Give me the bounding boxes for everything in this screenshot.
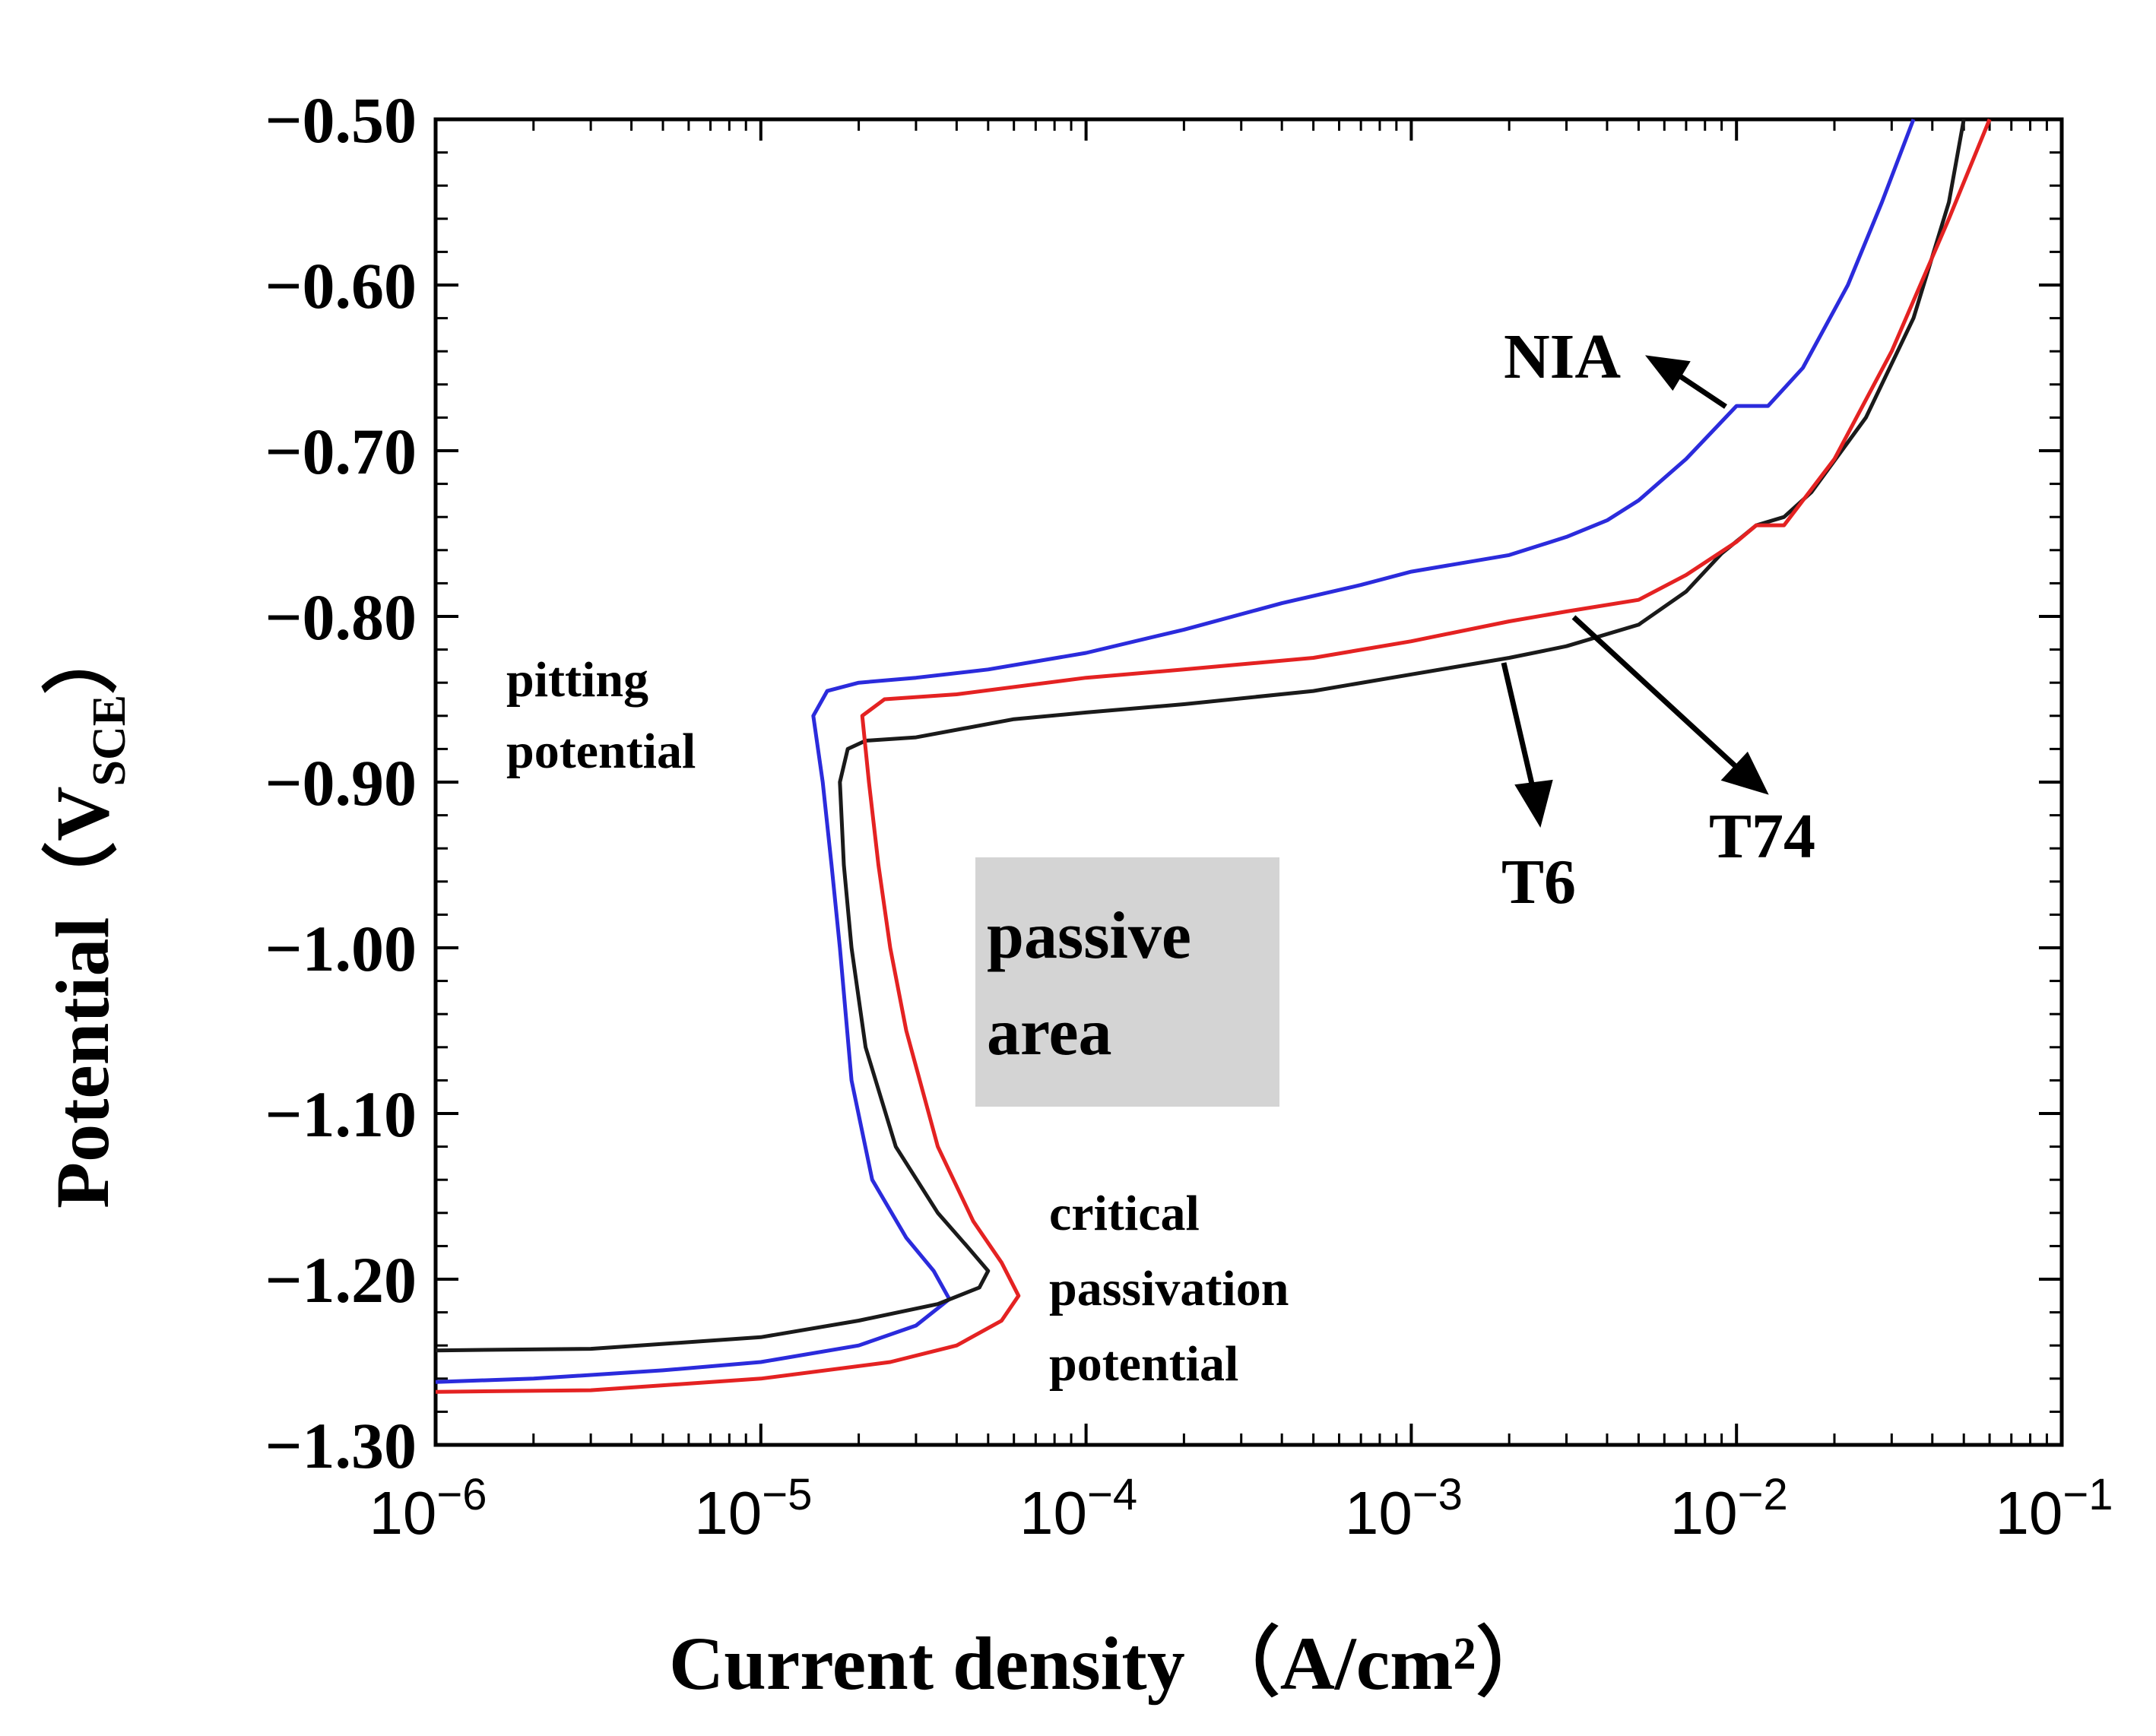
y-tick-labels: −0.50 −0.60 −0.70 −0.80 −0.90 −1.00 −1.10 −1.20… bbox=[265, 84, 417, 1482]
x-tick-exponent: −1 bbox=[2062, 1470, 2113, 1519]
y-tick-label: −0.50 bbox=[265, 84, 417, 157]
y-tick-label: −0.90 bbox=[265, 746, 417, 819]
x-tick-label: 10−2 bbox=[1670, 1470, 1788, 1547]
x-tick-base: 10 bbox=[369, 1479, 436, 1547]
t6-arrow bbox=[1501, 662, 1536, 791]
x-tick-exponent: −4 bbox=[1087, 1470, 1137, 1519]
t6-label: T6 bbox=[1501, 847, 1576, 917]
x-tick-label: 10−4 bbox=[1019, 1470, 1137, 1547]
t74-arrowhead bbox=[1720, 751, 1769, 795]
x-tick-base: 10 bbox=[694, 1479, 762, 1547]
y-tick-label: −1.10 bbox=[265, 1078, 417, 1151]
x-tick-exponent: −5 bbox=[762, 1470, 812, 1519]
series-line-t74 bbox=[435, 119, 1992, 1394]
x-tick-label: 10−6 bbox=[369, 1470, 487, 1547]
y-tick-label: −0.70 bbox=[265, 415, 417, 488]
y-axis-label: Potential（VSCE） bbox=[40, 619, 135, 1209]
ticks-layer bbox=[434, 118, 2063, 1446]
y-tick-label: −1.30 bbox=[265, 1409, 417, 1482]
y-tick-label: −1.20 bbox=[265, 1243, 417, 1316]
t74-arrow bbox=[1571, 615, 1739, 770]
x-tick-exponent: −3 bbox=[1412, 1470, 1463, 1519]
series-layer bbox=[435, 119, 1992, 1394]
x-tick-base: 10 bbox=[1670, 1479, 1738, 1547]
x-axis-label: Current density （A/cm²） bbox=[669, 1621, 1552, 1706]
y-tick-label: −0.80 bbox=[265, 581, 417, 654]
x-tick-label: 10−3 bbox=[1345, 1470, 1463, 1547]
x-tick-label: 10−5 bbox=[694, 1470, 812, 1547]
pitting-potential-line1: pitting bbox=[506, 652, 648, 708]
t74-label: T74 bbox=[1709, 801, 1815, 872]
pitting-potential-line2: potential bbox=[506, 724, 696, 779]
x-tick-base: 10 bbox=[1019, 1479, 1087, 1547]
y-tick-label: −0.60 bbox=[265, 249, 417, 322]
t6-arrowhead bbox=[1514, 779, 1553, 828]
y-axis-label-close: ） bbox=[40, 619, 125, 695]
x-tick-base: 10 bbox=[1345, 1479, 1412, 1547]
critical-passivation-line3: potential bbox=[1049, 1336, 1238, 1392]
y-axis-label-main: Potential（V bbox=[40, 787, 125, 1209]
x-tick-exponent: −2 bbox=[1738, 1470, 1788, 1519]
series-line-t6 bbox=[435, 119, 1966, 1353]
passive-area-box bbox=[975, 857, 1279, 1107]
x-tick-labels: 10−6 10−5 10−4 10−3 10−2 10−1 bbox=[369, 1470, 2113, 1547]
x-tick-exponent: −6 bbox=[436, 1470, 487, 1519]
critical-passivation-line2: passivation bbox=[1049, 1261, 1289, 1316]
x-tick-label: 10−1 bbox=[1995, 1470, 2113, 1547]
series-line-nia bbox=[435, 119, 1916, 1384]
nia-arrowhead bbox=[1645, 355, 1691, 391]
y-tick-label: −1.00 bbox=[265, 912, 417, 985]
x-tick-base: 10 bbox=[1995, 1479, 2062, 1547]
passive-area-line2: area bbox=[987, 996, 1112, 1069]
plot-frame bbox=[433, 117, 2064, 1447]
nia-label: NIA bbox=[1504, 322, 1621, 392]
annotation-arrows bbox=[1501, 355, 1769, 828]
y-axis-label-sub: SCE bbox=[84, 695, 135, 787]
passive-area-line1: passive bbox=[987, 899, 1191, 973]
critical-passivation-line1: critical bbox=[1049, 1186, 1200, 1241]
